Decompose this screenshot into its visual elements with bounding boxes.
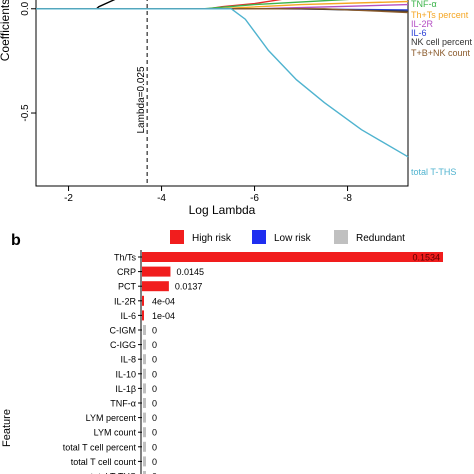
- legend-label: Redundant: [356, 233, 405, 244]
- feature-label: total T cell percent: [63, 442, 137, 452]
- coefficient-path-0: [36, 0, 116, 10]
- variable-label: T+B+NK count: [411, 48, 471, 58]
- bar: [143, 427, 146, 438]
- bar: [143, 398, 146, 408]
- legend: High risk Low risk Redundant: [170, 230, 405, 244]
- feature-label: IL-1β: [115, 384, 136, 394]
- x-axis-label: Log Lambda: [189, 203, 256, 217]
- value-label: 0: [152, 472, 157, 474]
- legend-label: High risk: [192, 233, 232, 244]
- coefficient-paths: [36, 0, 409, 158]
- coefficient-path-8: [36, 8, 409, 158]
- value-label: 0.0137: [175, 282, 203, 292]
- feature-label: TNF-α: [110, 399, 136, 409]
- value-label: 0: [152, 355, 157, 365]
- x-tick-label: -6: [250, 193, 259, 204]
- legend-label: Low risk: [274, 233, 312, 244]
- y-axis-ticks: 0.0 -0.5: [20, 1, 36, 122]
- coefficient-path-2: [36, 0, 350, 10]
- value-label: 0: [152, 428, 157, 438]
- value-label: 0.1534: [412, 253, 440, 263]
- variable-label: NK cell percent: [411, 37, 473, 47]
- coefficient-path-1: [36, 0, 283, 10]
- value-label: 1e-04: [152, 311, 175, 321]
- x-tick-label: -2: [64, 193, 73, 204]
- value-label: 0: [152, 399, 157, 409]
- bar: [143, 412, 146, 423]
- value-label: 0: [152, 340, 157, 350]
- value-label: 0: [152, 384, 157, 394]
- x-tick-label: -8: [343, 193, 352, 204]
- bars: Th/Ts 0.1534 CRP 0.0145 PCT 0.0137 IL-2R 4e-04 I…: [63, 252, 443, 474]
- feature-label: CRP: [117, 267, 136, 277]
- bar: [143, 325, 146, 335]
- value-label: 0: [152, 442, 157, 452]
- y-tick-label: -0.5: [20, 104, 31, 122]
- feature-label: total T cell count: [71, 457, 137, 467]
- y-axis-label: Coefficients: [0, 0, 12, 61]
- feature-label: total T-THS: [91, 472, 136, 474]
- lambda-label: Lambda=0.025: [136, 66, 147, 133]
- y-axis-label: Feature: [1, 409, 13, 447]
- feature-label: IL-6: [120, 311, 136, 321]
- feature-label: LYM count: [94, 428, 137, 438]
- value-label: 0.0145: [176, 267, 204, 277]
- feature-label: C-IGG: [110, 340, 136, 350]
- variable-label: Th+Ts percent: [411, 10, 469, 20]
- bar: [142, 281, 169, 292]
- panel-label: b: [11, 232, 21, 249]
- bar: [143, 339, 146, 350]
- x-tick-label: -4: [157, 193, 166, 204]
- legend-swatch: [252, 230, 266, 244]
- bar: [143, 383, 146, 394]
- feature-label: PCT: [118, 282, 137, 292]
- variable-label: total T-THS: [411, 167, 456, 177]
- value-label: 0: [152, 369, 157, 379]
- bar: [142, 252, 443, 262]
- variable-label: IL-2R: [411, 19, 434, 29]
- legend-swatch: [334, 230, 348, 244]
- bar: [143, 354, 146, 365]
- lasso-coefficient-panel: Lambda=0.025 -2 -4 -6 -8 0.0 -0.5 Log Lambda…: [0, 0, 473, 217]
- y-tick-label: 0.0: [20, 1, 31, 15]
- variable-label: TNF-α: [411, 0, 437, 9]
- bar: [142, 310, 144, 321]
- plot-frame: [35, 0, 409, 187]
- feature-label: IL-2R: [114, 296, 137, 306]
- bar: [143, 441, 146, 452]
- feature-label: IL-8: [120, 355, 136, 365]
- feature-label: Th/Ts: [114, 253, 137, 263]
- feature-label: C-IGM: [110, 326, 137, 336]
- bar: [142, 266, 171, 277]
- value-label: 0: [152, 326, 157, 336]
- value-label: 0: [152, 457, 157, 467]
- legend-swatch: [170, 230, 184, 244]
- bar: [143, 368, 146, 379]
- value-label: 0: [152, 413, 157, 423]
- lambda-marker: Lambda=0.025: [136, 0, 148, 186]
- value-label: 4e-04: [152, 296, 175, 306]
- feature-importance-panel: b High risk Low risk Redundant Th/Ts 0.1534…: [1, 230, 443, 474]
- bar: [143, 471, 146, 474]
- feature-label: LYM percent: [86, 413, 137, 423]
- feature-label: IL-10: [115, 369, 136, 379]
- bar: [143, 456, 146, 467]
- variable-label: IL-6: [411, 28, 427, 38]
- bar: [142, 295, 144, 306]
- x-axis-ticks: -2 -4 -6 -8: [64, 186, 352, 204]
